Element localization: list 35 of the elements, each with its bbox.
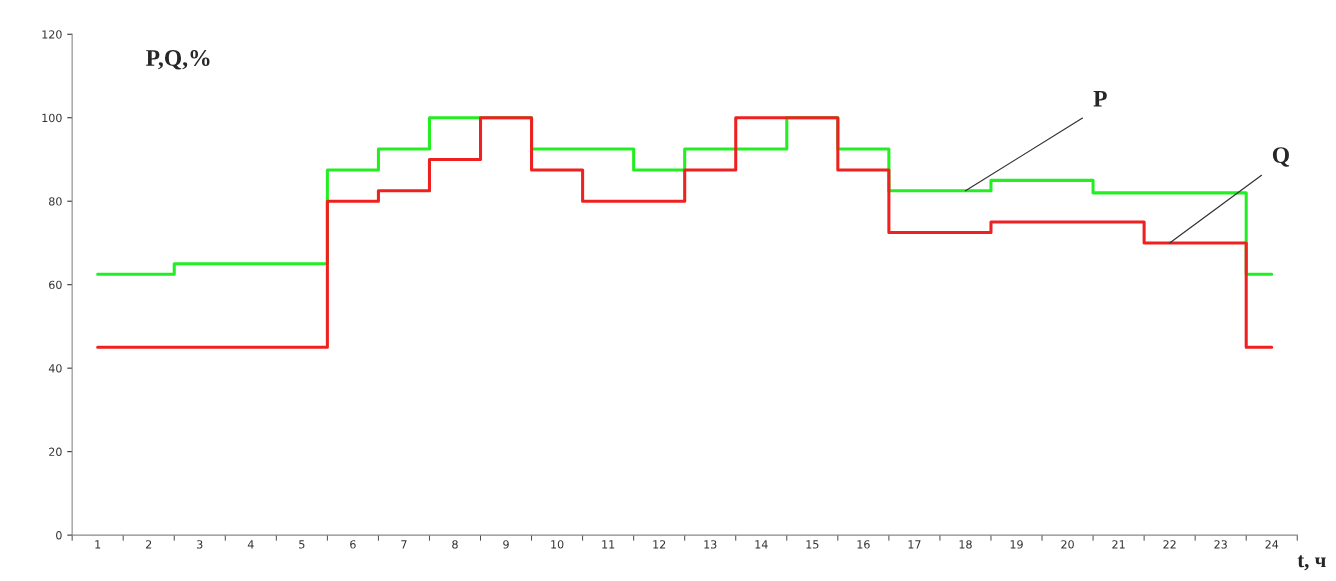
x-tick-label: 16 (857, 540, 870, 549)
x-tick-label: 24 (1265, 540, 1279, 549)
y-tick-label: 0 (56, 531, 62, 540)
x-tick-label: 9 (503, 540, 509, 549)
x-tick-label: 22 (1163, 540, 1176, 549)
x-tick-label: 14 (755, 540, 768, 549)
x-tick-label: 4 (247, 540, 254, 549)
y-tick-label: 80 (49, 197, 62, 206)
y-tick-label: 120 (42, 30, 62, 39)
y-tick-label: 60 (49, 280, 62, 290)
y-axis-title: P,Q,% (146, 49, 210, 70)
y-tick-label: 20 (49, 447, 62, 457)
x-tick-label: 8 (452, 540, 458, 549)
x-tick-label: 13 (704, 540, 717, 549)
x-tick-label: 15 (806, 540, 819, 549)
x-tick-label: 5 (299, 540, 305, 549)
x-tick-label: 1 (95, 540, 101, 549)
x-tick-label: 3 (197, 540, 203, 549)
x-tick-label: 23 (1214, 540, 1227, 549)
x-tick-label: 11 (602, 540, 615, 549)
annotation: Q (1272, 147, 1290, 167)
x-axis-title: t, ч (1297, 555, 1326, 571)
x-tick-label: 7 (401, 540, 407, 549)
x-tick-label: 21 (1112, 540, 1125, 549)
y-tick-label: 40 (48, 364, 62, 373)
y-tick-label: 100 (42, 113, 62, 123)
x-tick-label: 17 (908, 540, 921, 549)
annotation: P (1093, 91, 1107, 107)
x-tick-label: 19 (1010, 540, 1023, 549)
x-tick-label: 18 (959, 540, 972, 549)
x-tick-label: 20 (1061, 540, 1074, 549)
x-tick-label: 10 (551, 540, 564, 549)
x-tick-label: 6 (350, 540, 356, 549)
x-tick-label: 2 (145, 540, 152, 549)
x-tick-label: 12 (653, 540, 666, 549)
